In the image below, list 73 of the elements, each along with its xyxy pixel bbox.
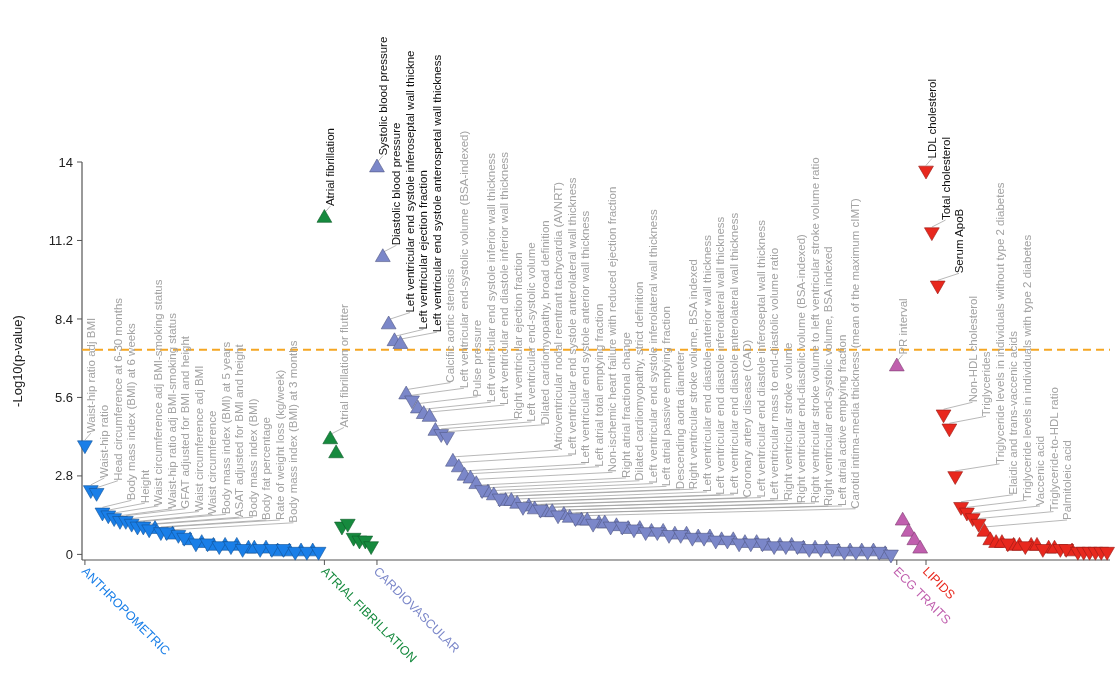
data-label: Palmitoleic acid bbox=[1061, 440, 1074, 520]
data-label: Head circumference at 6-30 months bbox=[111, 297, 124, 481]
data-label: Left ventricular end-systolic volume (BSA-indexed) bbox=[457, 130, 470, 389]
data-label: Left atrial passive emptying fraction bbox=[660, 306, 673, 487]
data-label: Descending aorta diameter bbox=[673, 350, 686, 490]
data-label: Left ventricular end diastole inferior wall thickness bbox=[498, 151, 511, 406]
data-label: GFAT adjusted for BMI and height bbox=[179, 335, 192, 509]
data-label: Left ventricular end systole inferior wall thickness bbox=[484, 152, 497, 403]
data-label: Left ventricular end systole inferolateral wall thickness bbox=[646, 209, 659, 484]
data-label: Calcific aortic stenosis bbox=[444, 268, 457, 383]
data-label: Left ventricular end systole anterolateral wall thickness bbox=[565, 177, 578, 456]
data-label: Serum ApoB bbox=[953, 208, 966, 274]
data-label: Left ventricular end diastole inferoseptal wall thickness bbox=[754, 219, 767, 498]
data-label: Left ventricular end diastole inferolateral wall thickness bbox=[714, 216, 727, 495]
data-label: Right ventricular ejection fraction bbox=[511, 252, 524, 420]
data-label: PR interval bbox=[896, 298, 909, 355]
data-label: Total cholesterol bbox=[939, 136, 952, 221]
data-label: Left ventricular end systole inferoseptal wall thickne bbox=[403, 50, 416, 313]
data-label: Body mass index (BMI) bbox=[246, 398, 259, 518]
data-label: Body mass index (BMI) at 3 months bbox=[287, 340, 300, 523]
data-label: Atrioventricular nodal reentrant tachycardia (AVNRT) bbox=[552, 181, 565, 450]
data-label: Waist circumference adj BMI-smoking status bbox=[152, 279, 165, 506]
data-label: Right ventricular end-diastolic volume (BSA-indexed) bbox=[795, 233, 808, 504]
data-label: ASAT adjusted for BMI and height bbox=[233, 343, 246, 518]
data-label: Pulse pressure bbox=[471, 319, 484, 397]
data-label: Coronary artery disease (CAD) bbox=[741, 339, 754, 498]
data-label: Waist-hip ratio bbox=[98, 404, 111, 478]
data-label: Left ventricular end systole anterior wall thickness bbox=[579, 210, 592, 464]
data-label: Body mass index (BMI) at 6 weeks bbox=[125, 323, 138, 501]
data-label: Waist circumference bbox=[206, 410, 219, 515]
data-label: Carotid intima-media thickness (mean of the maximum cIMT) bbox=[849, 198, 862, 509]
data-label: Systolic blood pressure bbox=[376, 36, 389, 156]
y-tick-label: 8.4 bbox=[54, 311, 73, 327]
data-label: Atrial fibrillation bbox=[324, 128, 337, 207]
data-label: Left atrial active emptying fraction bbox=[835, 334, 848, 506]
data-label: Right ventricular stroke volume bbox=[781, 342, 794, 501]
data-label: Waist-hip ratio adj BMI bbox=[84, 317, 97, 434]
data-label: Vaccenic acid bbox=[1034, 435, 1047, 506]
data-label: Left ventricular ejection fraction bbox=[417, 170, 430, 330]
data-label: Waist-hip ratio adj BMI-smoking status bbox=[165, 312, 178, 509]
y-tick-label: 11.2 bbox=[48, 233, 73, 249]
data-label: Right ventricular stroke volume to left ventricular stroke volume ratio bbox=[808, 157, 821, 504]
data-label: Elaidic and trans-vaccenic acids bbox=[1007, 330, 1020, 495]
data-label: Atrial fibrillation or flutter bbox=[337, 303, 350, 428]
data-label: Triglyceride levels in individuals without type 2 diabetes bbox=[993, 182, 1006, 464]
data-label: Body mass index (BMI) at 5 years bbox=[219, 341, 232, 515]
data-label: Triglyceride-to-HDL ratio bbox=[1047, 387, 1060, 512]
data-label: Left ventricular end systole anterospetal wall thickness bbox=[430, 54, 443, 333]
data-label: Left atrial total emptying fraction bbox=[592, 303, 605, 467]
data-label: Right ventricular stroke volume, BSA indexed bbox=[687, 259, 700, 490]
data-label: Right ventricular end-systolic volume, BSA indexed bbox=[822, 246, 835, 506]
y-tick-label: 0 bbox=[65, 546, 73, 562]
y-axis-title: -Log10(p-value) bbox=[10, 315, 25, 407]
data-label: Dilated cardiomyopathy, strict definition bbox=[633, 281, 646, 481]
data-label: Rate of weight loss (kg/week) bbox=[273, 369, 286, 520]
y-tick-label: 5.6 bbox=[54, 389, 73, 405]
data-label: Right atrial fractional change bbox=[619, 332, 632, 478]
data-label: Left ventricular end diastole anterior wall thickness bbox=[700, 234, 713, 492]
data-label: Diastolic blood pressure bbox=[390, 122, 403, 246]
data-label: Left ventricular end-systolic volume bbox=[525, 242, 538, 422]
data-label: Left ventricular mass to end-diastolic volume ratio bbox=[768, 247, 781, 501]
data-label: Waist circumference adj BMI bbox=[192, 365, 205, 512]
data-label: Non-HDL cholesterol bbox=[966, 295, 979, 403]
data-label: Height bbox=[138, 469, 151, 504]
data-label: Body fat percentage bbox=[260, 417, 273, 520]
y-tick-label: 14 bbox=[58, 154, 73, 170]
data-label: Non-ischemic heart failure with reduced ejection fraction bbox=[606, 186, 619, 473]
y-tick-label: 2.8 bbox=[54, 468, 73, 484]
data-label: Dilated cardiomyopathy, broad definition bbox=[538, 220, 551, 425]
data-label: Left ventricular end diastole anterolateral wall thickness bbox=[727, 212, 740, 495]
data-label: LDL cholesterol bbox=[926, 78, 939, 159]
data-label: Triglyceride levels in individuals with type 2 diabetes bbox=[1020, 234, 1033, 501]
data-label: Triglycerides bbox=[980, 351, 993, 417]
